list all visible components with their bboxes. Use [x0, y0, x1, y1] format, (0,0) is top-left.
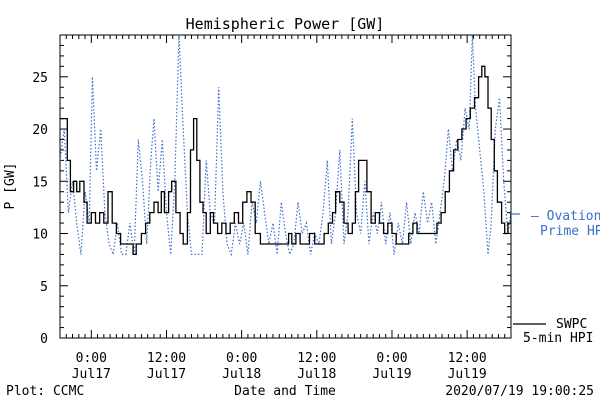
y-tick-label: 10	[32, 228, 48, 243]
chart-title: Hemispheric Power [GW]	[186, 15, 385, 33]
x-tick-label: 12:00	[147, 351, 186, 366]
swpc-series-line	[60, 65, 511, 256]
x-tick-label: 0:00	[376, 351, 407, 366]
x-tick-date-label: Jul18	[222, 367, 261, 382]
legend-ovation-line2: Prime HPI	[540, 224, 600, 239]
y-tick-label: 20	[32, 123, 48, 138]
x-tick-date-label: Jul17	[72, 367, 111, 382]
y-tick-label: 25	[32, 71, 48, 86]
plot-credit: Plot: CCMC	[6, 384, 84, 399]
y-axis-label: P [GW]	[3, 163, 18, 210]
y-tick-label: 0	[40, 332, 48, 347]
x-tick-label: 12:00	[448, 351, 487, 366]
ovation-prime-series-line	[60, 35, 511, 257]
x-tick-date-label: Jul18	[297, 367, 336, 382]
plot-timestamp: 2020/07/19 19:00:25	[445, 384, 594, 399]
legend-swpc-line1: SWPC	[556, 317, 587, 332]
x-tick-label: 12:00	[297, 351, 336, 366]
x-tick-date-label: Jul19	[448, 367, 487, 382]
series-layer	[60, 35, 511, 257]
legend-swpc-line2: 5-min HPI	[523, 331, 593, 346]
x-tick-date-label: Jul19	[372, 367, 411, 382]
x-tick-label: 0:00	[226, 351, 257, 366]
y-axis: 0 5 10 15 20 25	[32, 34, 511, 347]
x-axis: 0:00Jul1712:00Jul170:00Jul1812:00Jul180:…	[59, 35, 512, 382]
x-tick-label: 0:00	[76, 351, 107, 366]
x-tick-date-label: Jul17	[147, 367, 186, 382]
y-tick-label: 5	[40, 280, 48, 295]
x-axis-label: Date and Time	[234, 384, 336, 399]
legend-ovation-line1: – Ovation	[531, 209, 600, 224]
y-tick-label: 15	[32, 175, 48, 190]
